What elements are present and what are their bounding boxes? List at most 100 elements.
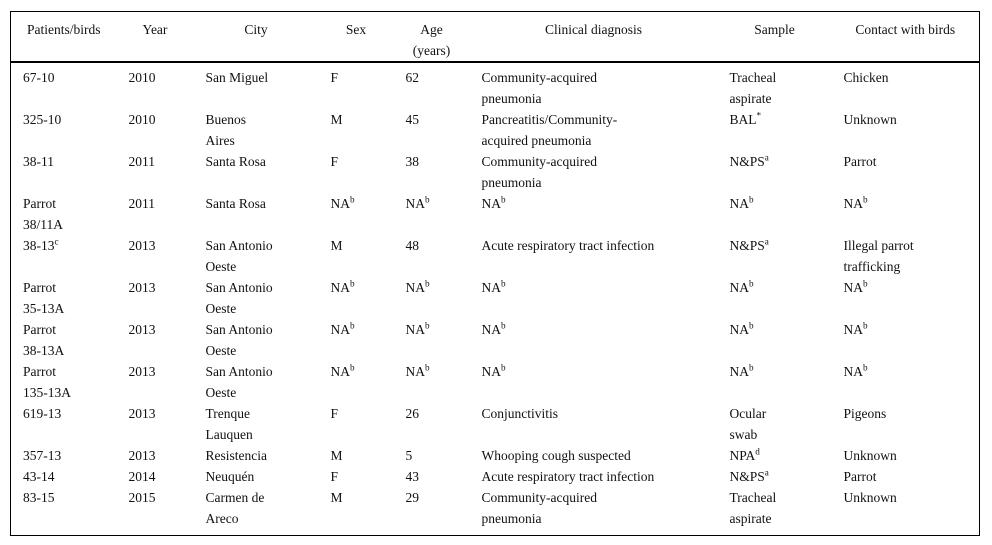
cell-diagnosis: Acute respiratory tract infection <box>481 469 655 484</box>
cell-sample: N&PSa <box>729 152 769 169</box>
cell-patient: Parrot 35-13A <box>23 280 65 316</box>
cell-diagnosis: NAb <box>481 278 506 295</box>
cell-age: 5 <box>405 448 413 463</box>
cell-sample: NAb <box>729 194 754 211</box>
cell-contact: Chicken <box>843 70 889 85</box>
cell-diagnosis: NAb <box>481 194 506 211</box>
cell-patient: 619-13 <box>23 406 62 421</box>
cell-city: Resistencia <box>205 448 267 463</box>
column-header-age: Age (years) <box>393 11 470 63</box>
table-row: Parrot 35-13A 2013 San Antonio Oeste NAb NAb NA… <box>11 277 980 319</box>
cell-sex: NAb <box>330 194 355 211</box>
table-row: Parrot 135-13A 2013 San Antonio Oeste NAb NAb N… <box>11 361 980 403</box>
cell-year: 2015 <box>128 490 156 505</box>
cell-contact: Parrot <box>843 154 877 169</box>
cell-year: 2011 <box>128 196 156 211</box>
patients-birds-table: Patients/birds Year City Sex Age (years) Clini… <box>10 11 980 536</box>
cell-city: San Antonio Oeste <box>205 364 273 400</box>
cell-sex: NAb <box>330 320 355 337</box>
cell-year: 2013 <box>128 238 156 253</box>
cell-contact: NAb <box>843 362 868 379</box>
cell-patient: 38-11 <box>23 154 54 169</box>
cell-city: San Antonio Oeste <box>205 322 273 358</box>
cell-age: 48 <box>405 238 420 253</box>
cell-patient: 325-10 <box>23 112 62 127</box>
cell-sample: Ocular swab <box>729 406 767 442</box>
cell-age: 29 <box>405 490 420 505</box>
cell-diagnosis: Pancreatitis/Community-acquired pneumoni… <box>481 112 618 148</box>
cell-city: Neuquén <box>205 469 255 484</box>
cell-diagnosis: NAb <box>481 320 506 337</box>
cell-age: 26 <box>405 406 420 421</box>
cell-age: NAb <box>405 320 430 337</box>
cell-diagnosis: Community-acquired pneumonia <box>481 70 597 106</box>
cell-sex: M <box>330 448 343 463</box>
table-row: Parrot 38-13A 2013 San Antonio Oeste NAb NAb NA… <box>11 319 980 361</box>
cell-sample: BAL* <box>729 110 762 127</box>
cell-sample: Tracheal aspirate <box>729 490 777 526</box>
cell-sex: M <box>330 112 343 127</box>
table-body: 67-10 2010 San Miguel F 62 Community-acquired… <box>11 62 980 536</box>
column-header-city: City <box>193 11 319 63</box>
cell-diagnosis: Conjunctivitis <box>481 406 559 421</box>
cell-age: 62 <box>405 70 420 85</box>
cell-patient: 43-14 <box>23 469 55 484</box>
column-header-sex: Sex <box>318 11 394 63</box>
column-header-sample: Sample <box>717 11 832 63</box>
cell-contact: Parrot <box>843 469 877 484</box>
column-header-contact: Contact with birds <box>831 11 980 63</box>
cell-year: 2013 <box>128 280 156 295</box>
cell-sex: NAb <box>330 278 355 295</box>
cell-city: Carmen de Areco <box>205 490 265 526</box>
table-row: 38-11 2011 Santa Rosa F 38 Community-acquired… <box>11 151 980 193</box>
table-row: 619-13 2013 Trenque Lauquen F 26 Conjunctiviti… <box>11 403 980 445</box>
cell-sample: N&PSa <box>729 467 769 484</box>
table-row: Parrot 38/11A 2011 Santa Rosa NAb NAb NAb NAb NA… <box>11 193 980 235</box>
cell-year: 2010 <box>128 112 156 127</box>
cell-year: 2014 <box>128 469 156 484</box>
cell-city: Trenque Lauquen <box>205 406 253 442</box>
cell-age: 38 <box>405 154 420 169</box>
cell-diagnosis: Community-acquired pneumonia <box>481 154 597 190</box>
table-row: 325-10 2010 Buenos Aires M 45 Pancreatitis/Com… <box>11 109 980 151</box>
cell-sample: N&PSa <box>729 236 769 253</box>
table-row: 67-10 2010 San Miguel F 62 Community-acquired… <box>11 62 980 109</box>
cell-city: San Miguel <box>205 70 269 85</box>
cell-sex: F <box>330 469 339 484</box>
cell-contact: NAb <box>843 320 868 337</box>
cell-contact: Pigeons <box>843 406 887 421</box>
column-header-patient: Patients/birds <box>10 11 117 63</box>
table-header: Patients/birds Year City Sex Age (years) Clini… <box>10 11 980 63</box>
cell-sex: NAb <box>330 362 355 379</box>
cell-year: 2013 <box>128 448 156 463</box>
cell-city: Santa Rosa <box>205 154 266 169</box>
column-header-year: Year <box>116 11 194 63</box>
cell-contact: Unknown <box>843 490 897 505</box>
cell-patient: Parrot 38-13A <box>23 322 65 358</box>
cell-sample: NAb <box>729 278 754 295</box>
table-row: 83-15 2015 Carmen de Areco M 29 Community-acqu… <box>11 487 980 536</box>
cell-contact: NAb <box>843 194 868 211</box>
cell-city: San Antonio Oeste <box>205 238 273 274</box>
cell-age: 43 <box>405 469 420 484</box>
cell-sample: Tracheal aspirate <box>729 70 777 106</box>
cell-sample: NAb <box>729 320 754 337</box>
cell-city: San Antonio Oeste <box>205 280 273 316</box>
cell-sex: F <box>330 154 339 169</box>
cell-sex: F <box>330 406 339 421</box>
header-row: Patients/birds Year City Sex Age (years) Clini… <box>10 11 980 63</box>
column-header-diagnosis: Clinical diagnosis <box>469 11 718 63</box>
cell-year: 2013 <box>128 322 156 337</box>
cell-age: NAb <box>405 278 430 295</box>
cell-city: Buenos Aires <box>205 112 247 148</box>
cell-sex: M <box>330 238 343 253</box>
table-row: 357-13 2013 Resistencia M 5 Whooping cough su… <box>11 445 980 466</box>
cell-sex: M <box>330 490 343 505</box>
cell-sex: F <box>330 70 339 85</box>
cell-diagnosis: Acute respiratory tract infection <box>481 238 655 253</box>
cell-contact: Illegal parrot trafficking <box>843 238 914 274</box>
table-row: 38-13c 2013 San Antonio Oeste M 48 Acute respi… <box>11 235 980 277</box>
cell-year: 2013 <box>128 364 156 379</box>
cell-contact: Unknown <box>843 112 897 127</box>
cell-contact: NAb <box>843 278 868 295</box>
